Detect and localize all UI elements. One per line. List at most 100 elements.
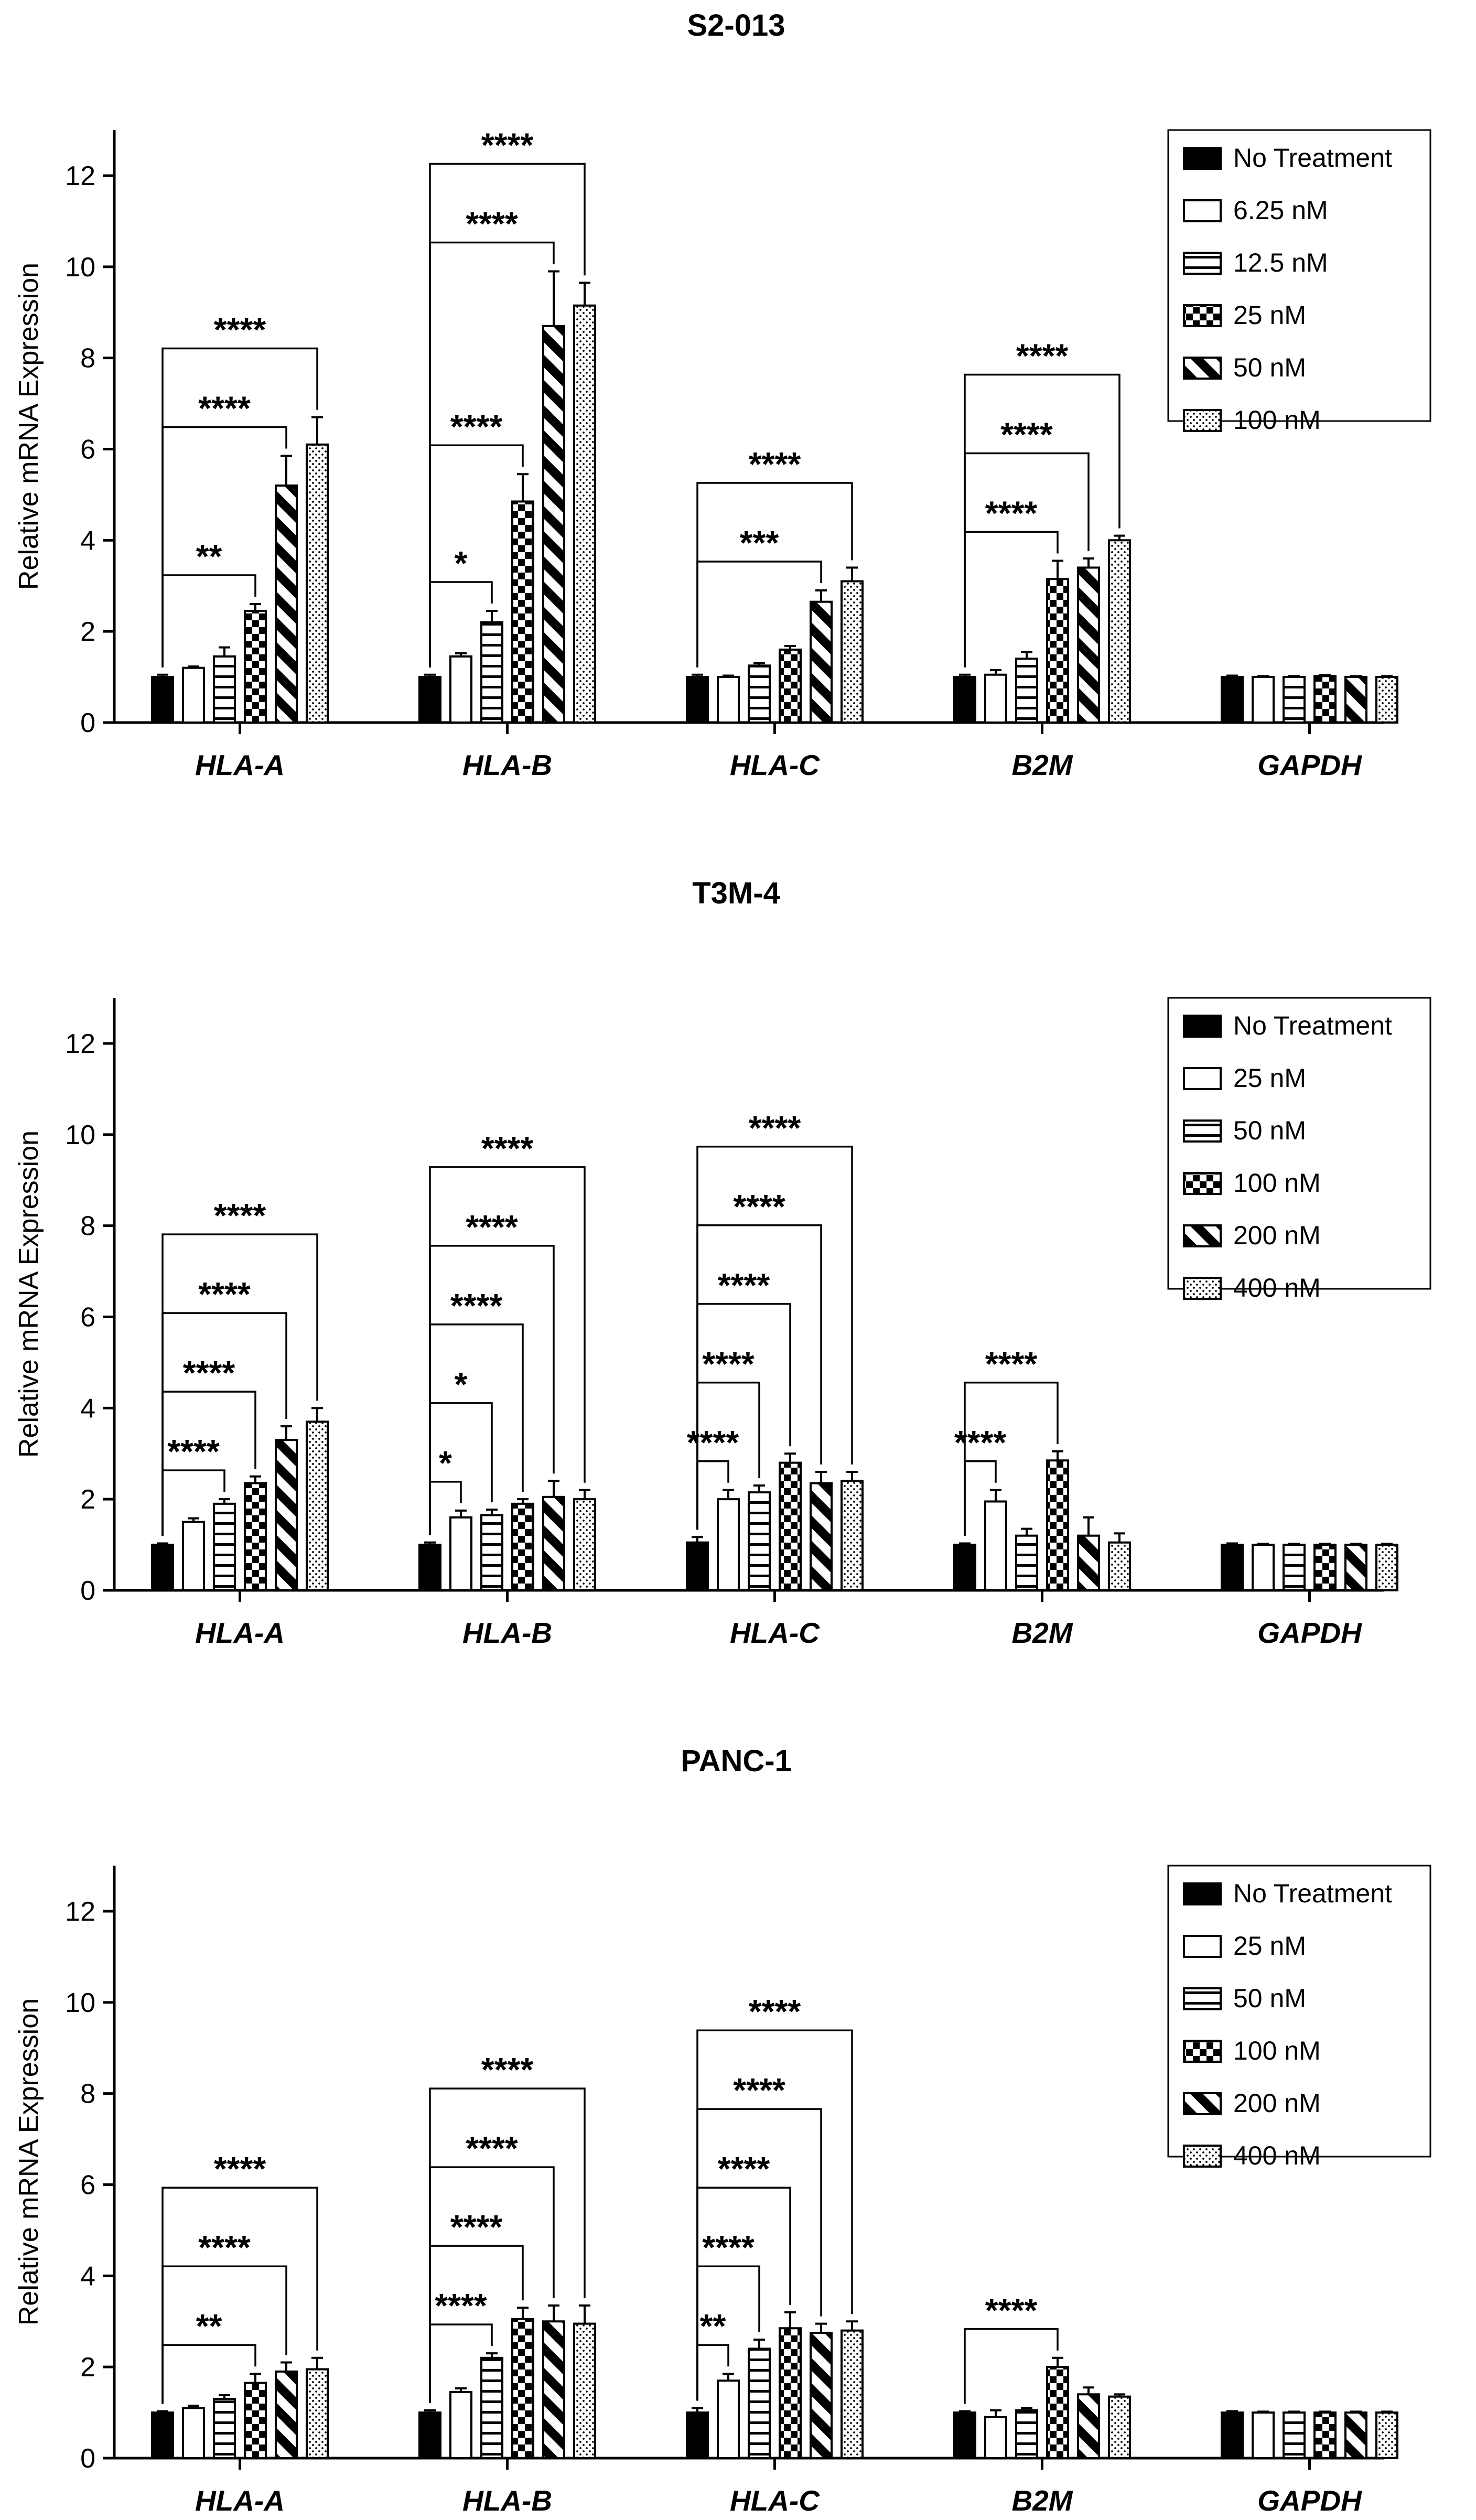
significance-label: **** [985, 494, 1038, 532]
significance-label: **** [733, 2071, 785, 2109]
panel-0: S2-013 0 2 4 6 8 10 12 Relative mRNA Expression H… [14, 8, 1431, 781]
y-tick-label: 4 [80, 2261, 95, 2291]
legend-swatch [1183, 1224, 1222, 1247]
significance-label: **** [214, 311, 266, 349]
x-tick-label: HLA-A [195, 749, 285, 781]
legend-label: 100 nM [1233, 405, 1321, 435]
y-tick-label: 4 [80, 525, 95, 556]
bar [1046, 1459, 1069, 1591]
bar [306, 2368, 329, 2459]
x-tick-label: HLA-B [462, 749, 552, 781]
significance-bracket [964, 452, 1090, 667]
bar [511, 500, 534, 724]
significance-label: ** [196, 537, 222, 575]
bar [275, 2370, 298, 2459]
x-tick-label: GAPDH [1257, 2484, 1362, 2517]
bar [244, 2382, 267, 2460]
significance-label: * [439, 1444, 452, 1482]
bar [1313, 675, 1337, 724]
significance-bracket [429, 2087, 586, 2403]
bar [717, 676, 740, 724]
legend-label: 25 nM [1233, 300, 1306, 330]
significance-label: **** [450, 2208, 503, 2246]
bar [1077, 1534, 1100, 1591]
y-axis-label: Relative mRNA Expression [14, 1998, 44, 2325]
x-tick-label: HLA-C [730, 749, 820, 781]
bar [1375, 1544, 1398, 1592]
bar [1221, 2411, 1244, 2460]
significance-label: **** [702, 2228, 755, 2266]
y-tick-label: 8 [80, 343, 95, 374]
bar [984, 2416, 1007, 2460]
bar [1313, 1544, 1337, 1592]
y-tick-label: 0 [80, 708, 95, 738]
bar [779, 1461, 802, 1591]
legend-swatch [1183, 2145, 1222, 2168]
bar [418, 2411, 441, 2460]
significance-label: **** [1000, 415, 1053, 453]
significance-bracket [429, 1323, 524, 1535]
bar [1108, 1541, 1131, 1592]
legend-swatch [1183, 1067, 1222, 1090]
legend-label: No Treatment [1233, 1879, 1392, 1908]
legend-label: 25 nM [1233, 1063, 1306, 1093]
bar [1046, 2366, 1069, 2459]
significance-label: **** [718, 2150, 770, 2188]
legend-label: No Treatment [1233, 143, 1392, 173]
bar [182, 666, 205, 724]
x-tick-label: HLA-B [462, 1617, 552, 1649]
significance-label: **** [435, 2287, 487, 2324]
significance-bracket [161, 574, 256, 667]
y-axis-label: Relative mRNA Expression [14, 263, 44, 590]
legend-swatch [1183, 1277, 1222, 1300]
significance-bracket [964, 531, 1059, 667]
bar [686, 676, 709, 724]
bar [1221, 1544, 1244, 1592]
significance-label: **** [481, 2051, 534, 2088]
significance-label: **** [450, 407, 503, 445]
significance-label: **** [1016, 337, 1069, 374]
significance-bracket [696, 1146, 853, 1530]
bar [542, 1495, 565, 1591]
bar [810, 1482, 833, 1592]
bar [1252, 676, 1275, 724]
bar [275, 1439, 298, 1592]
significance-label: **** [749, 445, 801, 483]
bar [748, 664, 771, 724]
significance-label: *** [740, 524, 779, 562]
bar [244, 610, 267, 724]
x-tick-label: HLA-C [730, 2484, 820, 2517]
y-tick-label: 12 [65, 1897, 95, 1927]
significance-label: **** [466, 1208, 518, 1246]
significance-label: **** [214, 1197, 266, 1234]
bar [182, 2407, 205, 2460]
bar [151, 2411, 174, 2460]
bar [810, 600, 833, 724]
significance-label: **** [985, 2291, 1038, 2329]
significance-label: **** [198, 1275, 251, 1313]
significance-label: * [455, 544, 468, 582]
legend-swatch [1183, 2092, 1222, 2115]
bar [151, 676, 174, 724]
significance-label: **** [749, 1109, 801, 1147]
bar [748, 1491, 771, 1591]
bar [1283, 1544, 1306, 1592]
legend-label: 50 nM [1233, 353, 1306, 382]
significance-label: ** [700, 2307, 726, 2345]
bar [841, 1480, 864, 1592]
panel-2: PANC-1 0 2 4 6 8 10 12 Relative mRNA Expression H… [14, 1744, 1431, 2517]
significance-label: **** [954, 1424, 1007, 1461]
significance-label: **** [466, 2129, 518, 2167]
bar [953, 1544, 976, 1592]
significance-bracket [429, 444, 524, 667]
bar [480, 621, 503, 724]
bar [480, 1514, 503, 1592]
x-tick-label: B2M [1011, 749, 1073, 781]
chart-title: PANC-1 [681, 1744, 792, 1778]
chart-title: S2-013 [687, 8, 785, 42]
bar [953, 2411, 976, 2460]
y-tick-label: 2 [80, 1484, 95, 1515]
significance-bracket [696, 482, 853, 667]
panel-1: T3M-4 0 2 4 6 8 10 12 Relative mRNA Expression HL… [14, 876, 1431, 1649]
bar [1046, 578, 1069, 724]
